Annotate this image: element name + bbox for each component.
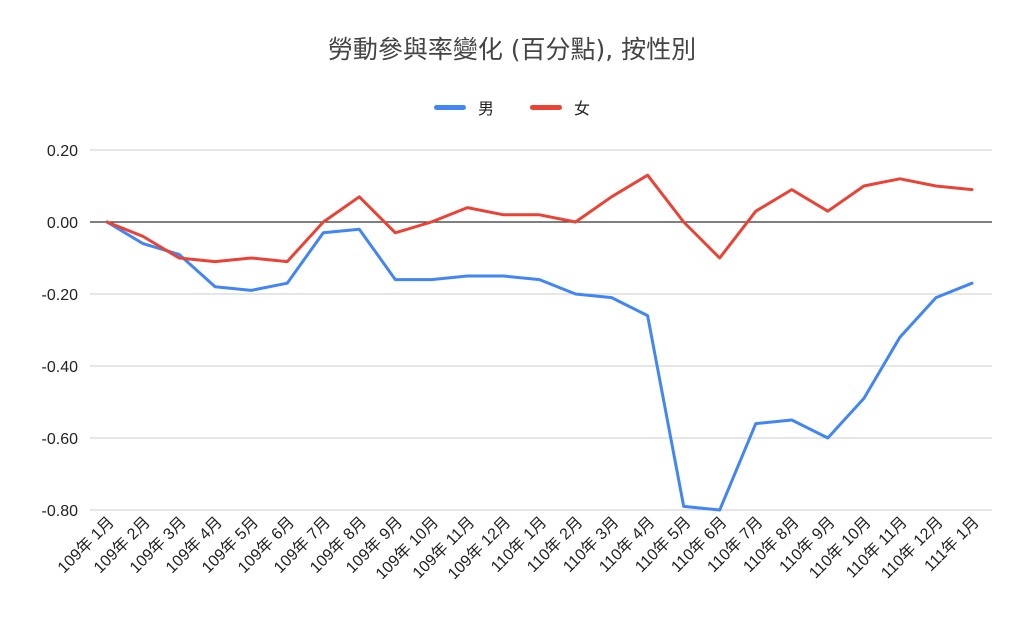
x-tick-label: 110年 11月 bbox=[842, 513, 910, 581]
x-tick-label: 109年 5月 bbox=[198, 513, 262, 577]
x-tick-label: 110年 10月 bbox=[806, 513, 875, 582]
x-tick-label: 110年 6月 bbox=[668, 513, 731, 576]
x-tick-label: 109年 1月 bbox=[54, 513, 118, 577]
x-tick-label: 110年 4月 bbox=[596, 513, 659, 576]
x-tick-label: 109年 10月 bbox=[372, 513, 442, 583]
y-tick-label: -0.40 bbox=[42, 359, 79, 376]
y-tick-label: 0.20 bbox=[47, 143, 78, 160]
x-tick-label: 110年 3月 bbox=[560, 513, 623, 576]
y-tick-label: -0.80 bbox=[42, 503, 79, 520]
legend-label-female: 女 bbox=[574, 99, 591, 118]
x-tick-label: 109年 9月 bbox=[342, 513, 406, 577]
legend-swatch-male bbox=[433, 104, 466, 110]
chart-title: 勞動參與率變化 (百分點), 按性別 bbox=[327, 35, 697, 64]
x-tick-label: 109年 12月 bbox=[444, 513, 514, 583]
x-tick-label: 111年 1月 bbox=[921, 513, 983, 575]
legend-item-male[interactable]: 男 bbox=[433, 95, 494, 119]
series-line-female bbox=[105, 173, 974, 264]
legend-item-female[interactable]: 女 bbox=[530, 95, 590, 119]
y-tick-label: 0.00 bbox=[47, 215, 78, 232]
x-tick-label: 110年 9月 bbox=[776, 513, 839, 576]
x-tick-label: 110年 8月 bbox=[740, 513, 803, 576]
x-tick-label: 109年 8月 bbox=[306, 513, 370, 577]
x-tick-label: 110年 5月 bbox=[632, 513, 695, 576]
y-tick-label: -0.20 bbox=[42, 287, 79, 304]
x-tick-label: 110年 2月 bbox=[524, 513, 587, 576]
y-tick-label: -0.60 bbox=[42, 431, 79, 448]
x-tick-label: 109年 2月 bbox=[90, 513, 154, 577]
x-tick-label: 109年 11月 bbox=[409, 513, 478, 582]
x-tick-label: 109年 3月 bbox=[126, 513, 190, 577]
x-tick-label: 110年 1月 bbox=[487, 513, 550, 576]
x-tick-label: 109年 4月 bbox=[162, 513, 226, 577]
x-tick-label: 109年 7月 bbox=[270, 513, 334, 577]
x-tick-label: 110年 12月 bbox=[878, 513, 947, 582]
legend-swatch-female bbox=[530, 104, 562, 110]
legend-label-male: 男 bbox=[477, 99, 494, 118]
legend: 男 女 bbox=[0, 95, 1024, 119]
series-line-male bbox=[105, 220, 974, 512]
x-tick-label: 109年 6月 bbox=[234, 513, 298, 577]
x-tick-label: 110年 7月 bbox=[704, 513, 767, 576]
